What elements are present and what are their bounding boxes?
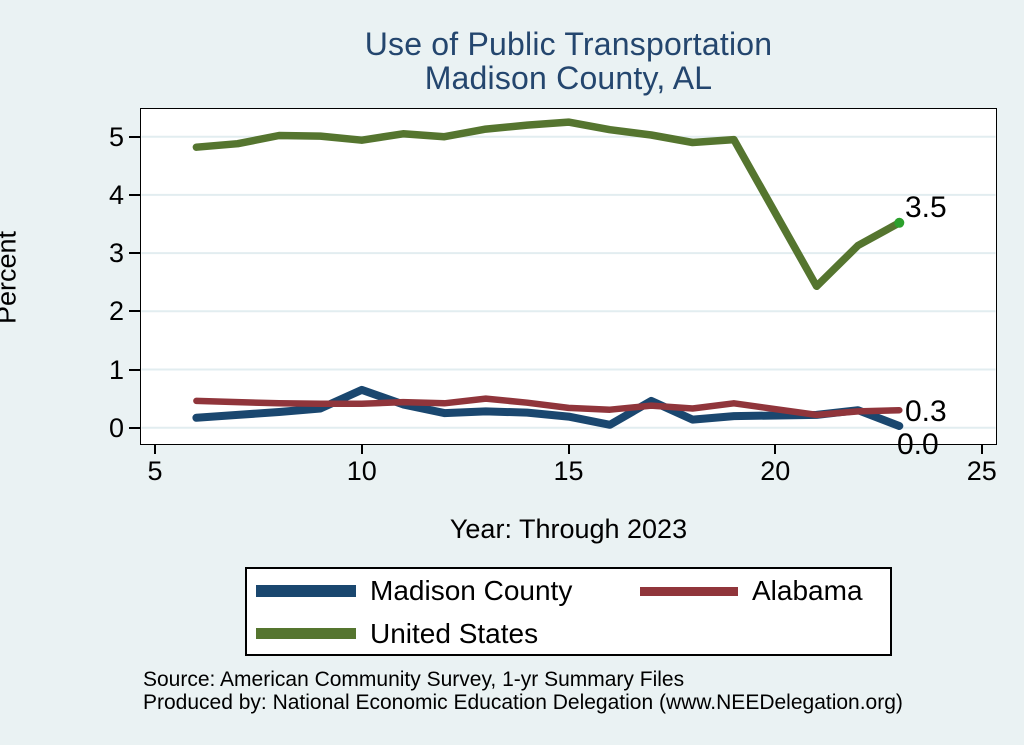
y-tick-label: 1: [108, 354, 124, 385]
united-states-legend-label: United States: [370, 618, 539, 649]
madison-county-legend-swatch: [256, 585, 356, 597]
y-tick-label: 5: [108, 121, 124, 152]
madison-county-legend-label: Madison County: [370, 575, 573, 606]
y-tick-mark: [129, 252, 140, 255]
alabama-legend-label: Alabama: [752, 575, 863, 606]
y-tick-mark: [129, 135, 140, 138]
y-tick-mark: [129, 368, 140, 371]
produced-by-note: Produced by: National Economic Education…: [143, 691, 903, 714]
chart-svg: [141, 117, 995, 430]
x-tick-label: 10: [346, 456, 377, 486]
y-tick-mark: [129, 310, 140, 313]
x-tick-mark: [360, 445, 363, 454]
footer-notes: Source: American Community Survey, 1-yr …: [143, 668, 983, 714]
y-tick-label: 0: [108, 412, 124, 443]
x-tick-mark: [567, 445, 570, 454]
x-tick-mark: [774, 445, 777, 454]
plot-area: [140, 108, 997, 445]
us-end-marker: [893, 217, 904, 228]
y-tick-label: 4: [108, 179, 124, 210]
source-note: Source: American Community Survey, 1-yr …: [143, 668, 685, 691]
x-tick-mark: [980, 445, 983, 454]
x-tick-mark: [154, 445, 156, 454]
legend: Madison County Alabama United States: [245, 567, 892, 656]
gridlines: [141, 135, 995, 429]
alabama-legend-swatch: [640, 586, 738, 596]
y-tick-mark: [129, 193, 140, 196]
y-tick-label: 2: [108, 296, 124, 327]
x-axis-title: Year: Through 2023: [449, 514, 688, 544]
x-tick-label: 20: [760, 456, 791, 486]
alabama-end-value-label: 0.3: [905, 395, 947, 428]
chart-title-line1: Use of Public Transportation: [364, 26, 773, 62]
chart-title-line2: Madison County, AL: [424, 60, 713, 96]
madison-end-value-label: 0.0: [897, 428, 939, 461]
madison-county-line: [191, 385, 903, 430]
y-tick-label: 3: [108, 238, 124, 269]
x-tick-label: 15: [553, 456, 584, 486]
x-tick-label: 5: [147, 456, 163, 486]
us-end-value-label: 3.5: [905, 191, 947, 224]
alabama-line: [192, 394, 903, 418]
y-tick-mark: [129, 426, 140, 429]
x-tick-label: 25: [966, 456, 997, 486]
united-states-line: [192, 117, 903, 290]
united-states-legend-swatch: [256, 628, 356, 639]
y-axis-title: Percent: [0, 230, 22, 325]
chart-title: Use of Public Transportation Madison Cou…: [140, 27, 997, 95]
